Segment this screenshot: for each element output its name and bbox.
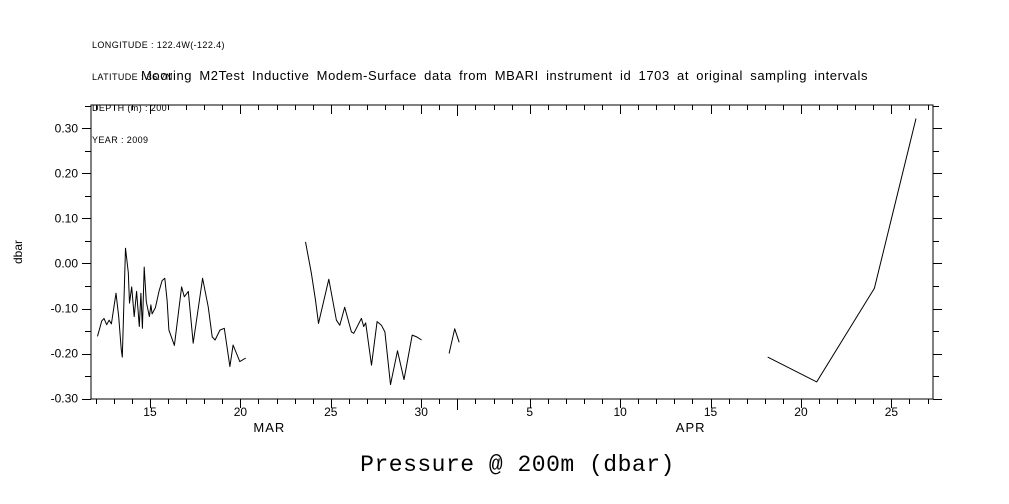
x-tick-label: 25 <box>885 405 899 419</box>
y-tick-label: 0.30 <box>55 121 79 135</box>
month-label: APR <box>676 420 706 435</box>
month-label: MAR <box>253 420 285 435</box>
y-tick-label: 0.10 <box>55 211 79 225</box>
y-tick-label: 0.00 <box>55 256 79 270</box>
x-tick-label: 5 <box>526 405 533 419</box>
x-tick-label: 20 <box>794 405 808 419</box>
plot-box <box>90 104 934 400</box>
pressure-line-segment <box>97 247 247 368</box>
axis-labels: 15 20 25 30 5 10 15 20 25 MAR APR 0.30 0.20 0.10 0.00 -… <box>11 121 898 435</box>
longitude-text: LONGITUDE : 122.4W(-122.4) <box>92 40 225 50</box>
x-tick-label: 20 <box>234 405 248 419</box>
y-tick-label: -0.30 <box>51 392 79 406</box>
y-tick-label: 0.20 <box>55 166 79 180</box>
chart-caption: Pressure @ 200m (dbar) <box>360 452 675 478</box>
x-tick-label: 15 <box>143 405 157 419</box>
x-tick-label: 15 <box>704 405 718 419</box>
chart-title: Mooring M2Test Inductive Modem-Surface d… <box>140 68 869 83</box>
pressure-line-segment <box>305 241 422 386</box>
pressure-line-segment <box>767 118 917 383</box>
pressure-line-segment <box>448 328 460 354</box>
station-info-block: LONGITUDE : 122.4W(-122.4) LATITUDE : 36… <box>92 19 225 166</box>
latitude-text: LATITUDE : 36.7N <box>92 71 173 82</box>
axes <box>82 104 942 410</box>
y-tick-label: -0.10 <box>51 302 79 316</box>
year-text: YEAR : 2009 <box>92 134 149 145</box>
x-tick-label: 30 <box>415 405 429 419</box>
depth-text: DEPTH (m) : 200 <box>92 103 168 113</box>
x-tick-label: 10 <box>613 405 627 419</box>
x-tick-label: 25 <box>324 405 338 419</box>
y-tick-label: -0.20 <box>51 347 79 361</box>
y-axis-title: dbar <box>11 240 25 264</box>
